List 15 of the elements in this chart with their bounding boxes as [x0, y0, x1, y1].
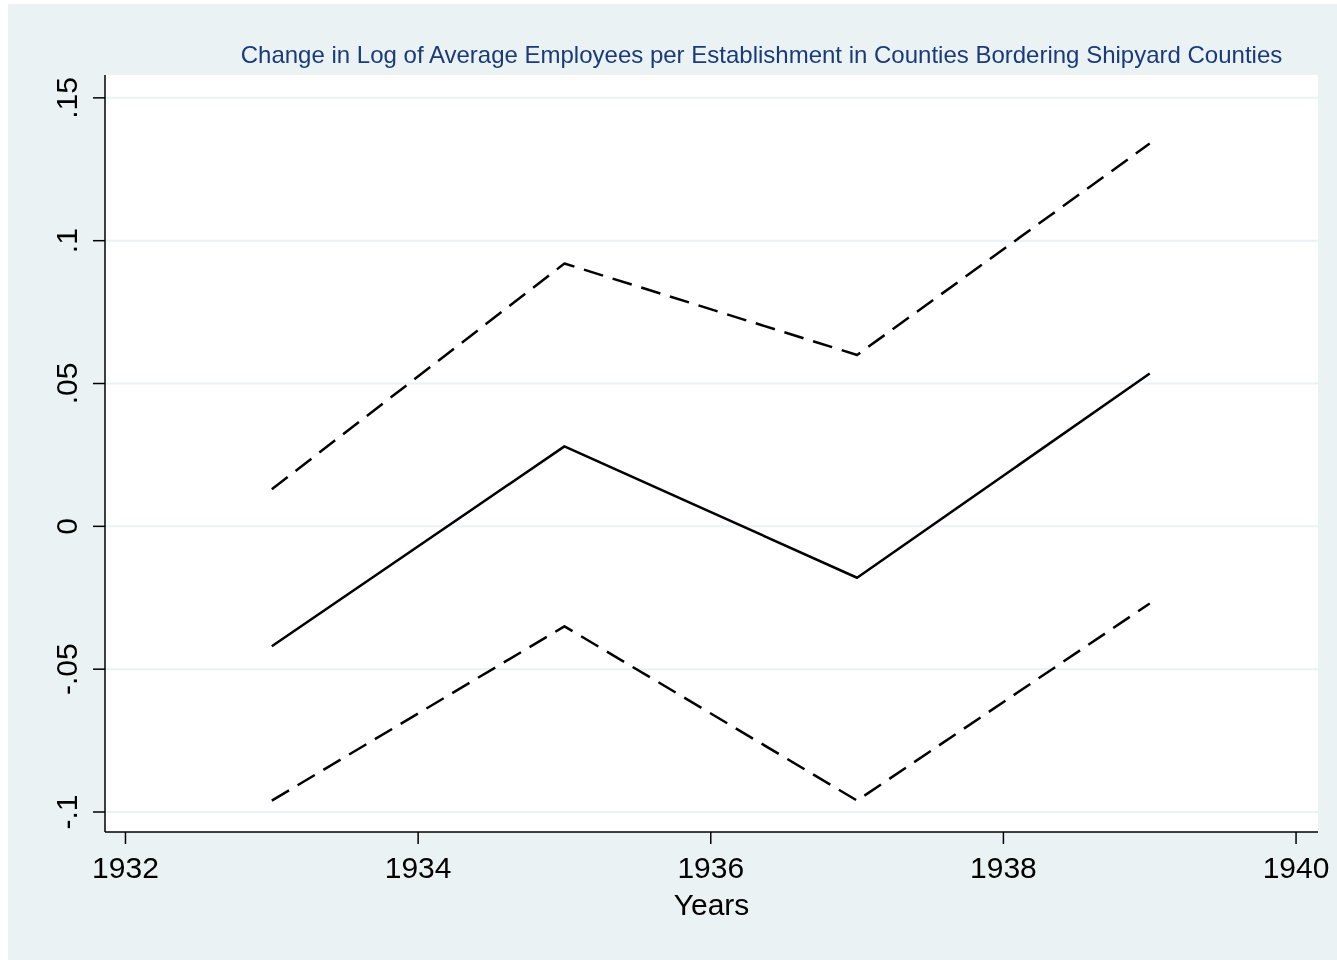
line-series — [270, 372, 1151, 648]
x-tick-label: 1934 — [384, 851, 452, 884]
x-tick-label: 1940 — [1262, 851, 1330, 884]
line-series — [270, 142, 1151, 491]
x-tick-label: 1932 — [92, 851, 159, 884]
y-tick-label: -.05 — [50, 643, 83, 696]
y-tick-label: .05 — [50, 362, 83, 405]
y-tick-label: .1 — [50, 228, 83, 254]
y-tick-label: 0 — [50, 518, 83, 535]
x-tick-label: 1936 — [677, 851, 745, 884]
x-axis-title: Years — [673, 888, 750, 921]
chart-title: Change in Log of Average Employees per Establishment in Counties Bordering Shipyard Counties — [240, 41, 1283, 68]
x-tick-label: 1938 — [970, 851, 1037, 884]
y-tick-label: .15 — [50, 76, 83, 119]
y-tick-label: -.1 — [50, 794, 83, 830]
